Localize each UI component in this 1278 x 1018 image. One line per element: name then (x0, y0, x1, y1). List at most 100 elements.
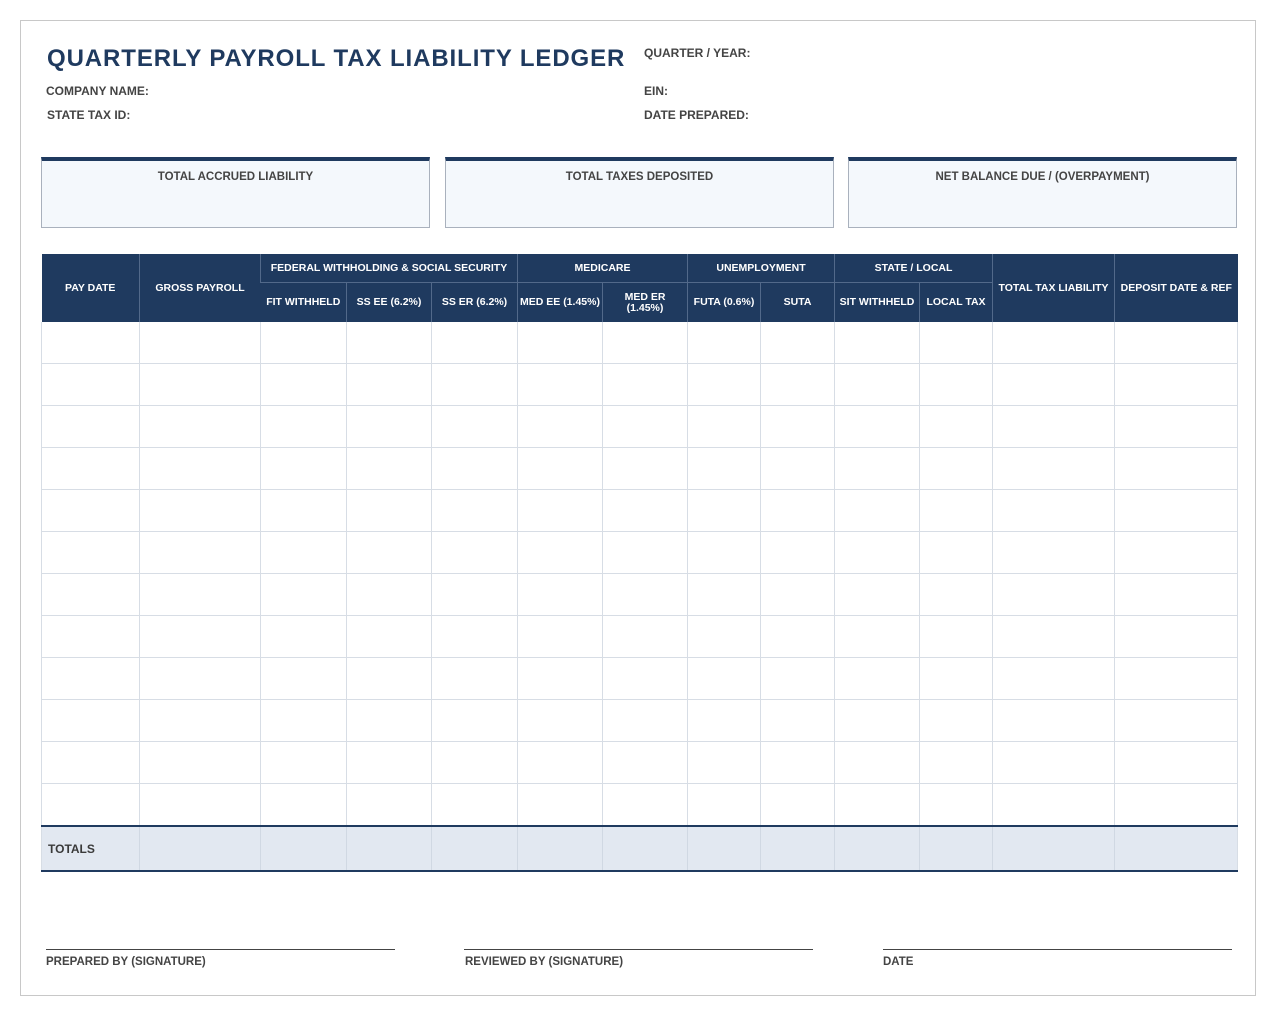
ledger-cell[interactable] (919, 783, 994, 827)
ledger-cell[interactable] (919, 363, 994, 406)
ledger-cell[interactable] (687, 657, 762, 700)
ledger-cell[interactable] (346, 405, 432, 448)
ledger-cell[interactable] (760, 741, 836, 784)
ledger-cell[interactable] (260, 531, 347, 574)
ledger-cell[interactable] (431, 573, 518, 616)
ledger-cell[interactable] (834, 447, 921, 490)
ledger-cell[interactable] (601, 447, 689, 490)
ledger-cell[interactable] (760, 783, 836, 827)
ledger-cell[interactable] (834, 615, 921, 658)
ledger-cell[interactable] (1114, 741, 1239, 784)
ledger-cell[interactable] (992, 531, 1116, 574)
ledger-cell[interactable] (760, 531, 836, 574)
ledger-cell[interactable] (687, 531, 762, 574)
ledger-cell[interactable] (601, 489, 689, 532)
ledger-cell[interactable] (919, 657, 994, 700)
totals-cell[interactable] (601, 825, 688, 872)
ledger-cell[interactable] (1114, 489, 1239, 532)
ledger-cell[interactable] (1114, 363, 1239, 406)
ledger-cell[interactable] (139, 741, 261, 784)
ledger-cell[interactable] (41, 322, 140, 364)
ledger-cell[interactable] (834, 405, 921, 448)
totals-cell[interactable] (919, 825, 993, 872)
ledger-cell[interactable] (260, 699, 347, 742)
ledger-cell[interactable] (992, 363, 1116, 406)
ledger-cell[interactable] (346, 447, 432, 490)
ledger-cell[interactable] (992, 489, 1116, 532)
summary-box-total-taxes-deposited[interactable]: TOTAL TAXES DEPOSITED (445, 157, 834, 228)
totals-cell[interactable] (139, 825, 261, 872)
ledger-cell[interactable] (346, 657, 432, 700)
ledger-cell[interactable] (139, 699, 261, 742)
ledger-cell[interactable] (517, 489, 603, 532)
ledger-cell[interactable] (517, 783, 603, 827)
ledger-cell[interactable] (431, 489, 518, 532)
date-signature-line[interactable] (883, 949, 1232, 950)
ledger-cell[interactable] (601, 783, 689, 827)
ledger-cell[interactable] (431, 322, 518, 364)
ledger-cell[interactable] (834, 657, 921, 700)
totals-cell[interactable] (517, 825, 603, 872)
ledger-cell[interactable] (687, 741, 762, 784)
ledger-cell[interactable] (834, 699, 921, 742)
ledger-cell[interactable] (431, 447, 518, 490)
ledger-cell[interactable] (139, 363, 261, 406)
ledger-cell[interactable] (919, 573, 994, 616)
totals-cell[interactable] (260, 825, 347, 872)
ledger-cell[interactable] (139, 447, 261, 490)
ledger-cell[interactable] (834, 783, 921, 827)
ledger-cell[interactable] (601, 322, 689, 364)
ledger-cell[interactable] (346, 322, 432, 364)
ledger-cell[interactable] (992, 615, 1116, 658)
ledger-cell[interactable] (517, 322, 603, 364)
ledger-cell[interactable] (431, 531, 518, 574)
ledger-cell[interactable] (517, 741, 603, 784)
ledger-cell[interactable] (760, 699, 836, 742)
ledger-cell[interactable] (919, 322, 994, 364)
ledger-cell[interactable] (139, 783, 261, 827)
ledger-cell[interactable] (687, 405, 762, 448)
totals-cell[interactable] (992, 825, 1115, 872)
summary-box-total-accrued-liability[interactable]: TOTAL ACCRUED LIABILITY (41, 157, 430, 228)
ledger-cell[interactable] (687, 322, 762, 364)
ledger-cell[interactable] (260, 741, 347, 784)
ledger-cell[interactable] (431, 615, 518, 658)
ledger-cell[interactable] (139, 531, 261, 574)
ledger-cell[interactable] (919, 699, 994, 742)
ledger-cell[interactable] (346, 489, 432, 532)
ledger-cell[interactable] (260, 322, 347, 364)
ledger-cell[interactable] (431, 783, 518, 827)
ledger-cell[interactable] (834, 363, 921, 406)
ledger-cell[interactable] (834, 489, 921, 532)
ledger-cell[interactable] (687, 489, 762, 532)
ledger-cell[interactable] (260, 489, 347, 532)
ledger-cell[interactable] (346, 615, 432, 658)
ledger-cell[interactable] (992, 783, 1116, 827)
ledger-cell[interactable] (431, 405, 518, 448)
ledger-cell[interactable] (517, 573, 603, 616)
ledger-cell[interactable] (260, 657, 347, 700)
ledger-cell[interactable] (992, 405, 1116, 448)
ledger-cell[interactable] (601, 405, 689, 448)
totals-cell[interactable] (834, 825, 920, 872)
ledger-cell[interactable] (41, 699, 140, 742)
ledger-cell[interactable] (992, 699, 1116, 742)
ledger-cell[interactable] (346, 783, 432, 827)
ledger-cell[interactable] (687, 363, 762, 406)
ledger-cell[interactable] (1114, 447, 1239, 490)
totals-cell[interactable] (431, 825, 518, 872)
ledger-cell[interactable] (41, 489, 140, 532)
ledger-cell[interactable] (41, 447, 140, 490)
ledger-cell[interactable] (41, 405, 140, 448)
ledger-cell[interactable] (139, 405, 261, 448)
ledger-cell[interactable] (992, 573, 1116, 616)
ledger-cell[interactable] (760, 657, 836, 700)
ledger-cell[interactable] (601, 657, 689, 700)
ledger-cell[interactable] (41, 363, 140, 406)
ledger-cell[interactable] (517, 447, 603, 490)
ledger-cell[interactable] (919, 489, 994, 532)
ledger-cell[interactable] (139, 657, 261, 700)
ledger-cell[interactable] (517, 405, 603, 448)
ledger-cell[interactable] (687, 699, 762, 742)
ledger-cell[interactable] (834, 531, 921, 574)
